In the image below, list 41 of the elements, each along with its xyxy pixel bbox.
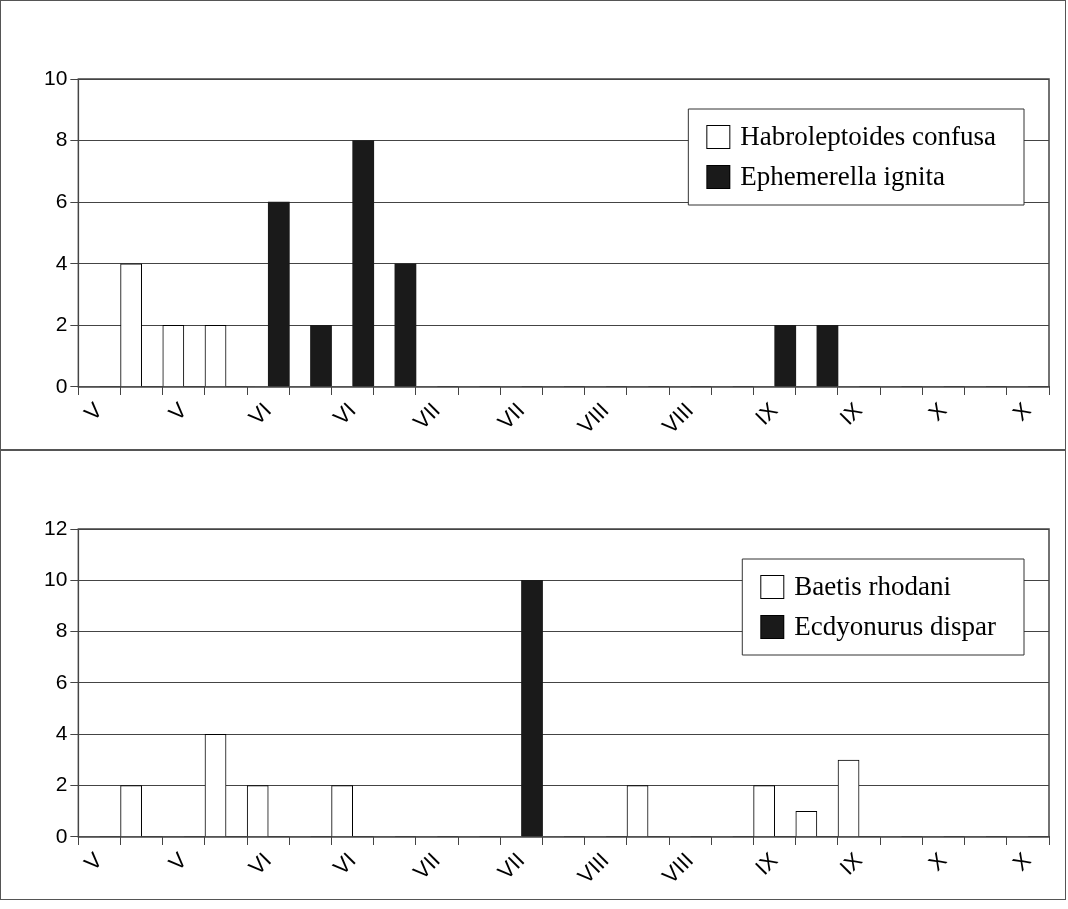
- y-tick-label: 8: [55, 618, 68, 642]
- x-tick-label: V: [79, 847, 108, 876]
- x-tick-label: VI: [328, 397, 361, 430]
- x-tick-label: VI: [243, 397, 277, 430]
- y-tick-label: 2: [55, 772, 68, 796]
- x-tick-label: X: [1007, 847, 1036, 876]
- legend-label: Habroleptoides confusa: [740, 121, 997, 152]
- y-tick-label: 12: [44, 515, 68, 539]
- y-tick-label: 6: [55, 188, 68, 212]
- y-tick-label: 8: [55, 127, 68, 151]
- x-tick-label: V: [163, 847, 192, 876]
- y-tick-label: 10: [44, 65, 68, 89]
- x-tick-label: VII: [492, 847, 530, 885]
- x-tick-label: VII: [408, 847, 445, 885]
- x-tick-label: IX: [750, 397, 783, 430]
- legend-label: Ecdyonurus dispar: [794, 611, 997, 642]
- x-tick-label: VIII: [657, 847, 699, 889]
- legend-label: Baetis rhodani: [794, 571, 952, 602]
- x-tick-label: IX: [834, 847, 868, 880]
- x-tick-label: X: [923, 397, 952, 426]
- y-tick-label: 0: [55, 373, 68, 397]
- x-tick-label: X: [1007, 397, 1036, 426]
- legend-label: Ephemerella ignita: [740, 161, 946, 192]
- x-tick-label: V: [163, 397, 192, 426]
- x-tick-label: VIII: [657, 397, 699, 439]
- y-tick-label: 10: [44, 567, 68, 591]
- x-tick-label: VII: [408, 397, 445, 435]
- y-tick-label: 2: [55, 312, 68, 336]
- x-tick-label: VII: [492, 397, 530, 435]
- x-tick-label: IX: [834, 397, 868, 430]
- y-tick-label: 6: [55, 669, 68, 693]
- x-tick-label: X: [923, 847, 952, 876]
- x-tick-label: IX: [750, 847, 783, 880]
- y-tick-label: 0: [55, 823, 68, 847]
- y-tick-label: 4: [55, 250, 68, 274]
- x-tick-label: VI: [243, 847, 277, 880]
- y-tick-label: 4: [55, 721, 68, 745]
- x-tick-label: VI: [328, 847, 361, 880]
- x-tick-label: VIII: [572, 397, 614, 439]
- x-tick-label: VIII: [572, 847, 614, 889]
- x-tick-label: V: [79, 397, 108, 426]
